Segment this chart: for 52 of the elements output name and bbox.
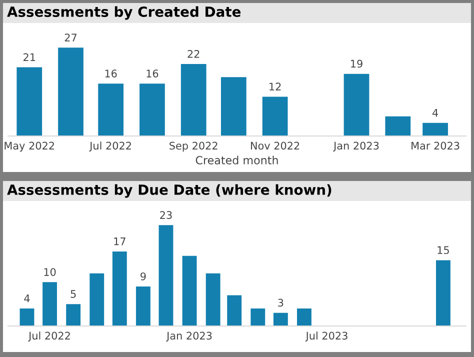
bar	[140, 84, 165, 136]
data-label: 23	[160, 211, 172, 219]
bar	[112, 251, 127, 326]
bar	[20, 308, 34, 326]
data-label: 16	[105, 70, 117, 78]
bar	[16, 67, 42, 136]
data-label: 27	[64, 34, 76, 42]
bar	[227, 295, 242, 326]
bar	[220, 77, 246, 136]
data-label: 17	[114, 238, 126, 246]
x-tick-label: Mar 2023	[412, 142, 460, 150]
x-tick-label: Jan 2023	[166, 332, 212, 342]
data-label: 22	[188, 50, 200, 58]
bar	[182, 256, 197, 326]
data-label: 3	[278, 298, 284, 307]
data-label: 4	[24, 294, 30, 302]
bar	[273, 312, 288, 326]
bar	[158, 225, 174, 326]
bar	[180, 64, 206, 136]
data-label: 19	[351, 60, 362, 68]
bar	[136, 286, 150, 326]
bar	[344, 74, 370, 136]
data-label: 5	[70, 290, 76, 298]
data-label: 12	[270, 82, 281, 90]
bar	[422, 122, 448, 136]
chart-title: Assessments by Due Date (where known)	[7, 184, 332, 198]
bar	[66, 304, 81, 326]
x-tick-label: Sep 2022	[170, 142, 218, 152]
x-axis-title: Created month	[196, 156, 278, 164]
x-tick-label: Jul 2023	[305, 332, 348, 342]
bar	[262, 96, 288, 136]
bar	[250, 308, 266, 326]
data-label: 10	[44, 268, 56, 276]
x-tick-label: Nov 2022	[251, 142, 300, 150]
bar	[42, 282, 57, 326]
x-tick-label: Jul 2022	[89, 142, 131, 152]
chart-title: Assessments by Created Date	[7, 6, 241, 20]
x-tick-label: Jul 2022	[28, 332, 70, 342]
x-tick-label: May 2022	[4, 142, 54, 152]
bar	[98, 84, 124, 136]
data-label: 15	[438, 246, 449, 254]
data-label: 21	[24, 53, 36, 61]
bar	[385, 116, 411, 136]
bar	[58, 48, 84, 136]
bar	[206, 273, 220, 326]
data-label: 4	[432, 108, 438, 117]
bar	[436, 260, 450, 326]
data-label: 9	[140, 272, 146, 280]
data-label: 16	[146, 70, 158, 78]
x-tick-label: Jan 2023	[333, 142, 379, 152]
bar	[90, 273, 104, 326]
bar	[297, 308, 312, 326]
